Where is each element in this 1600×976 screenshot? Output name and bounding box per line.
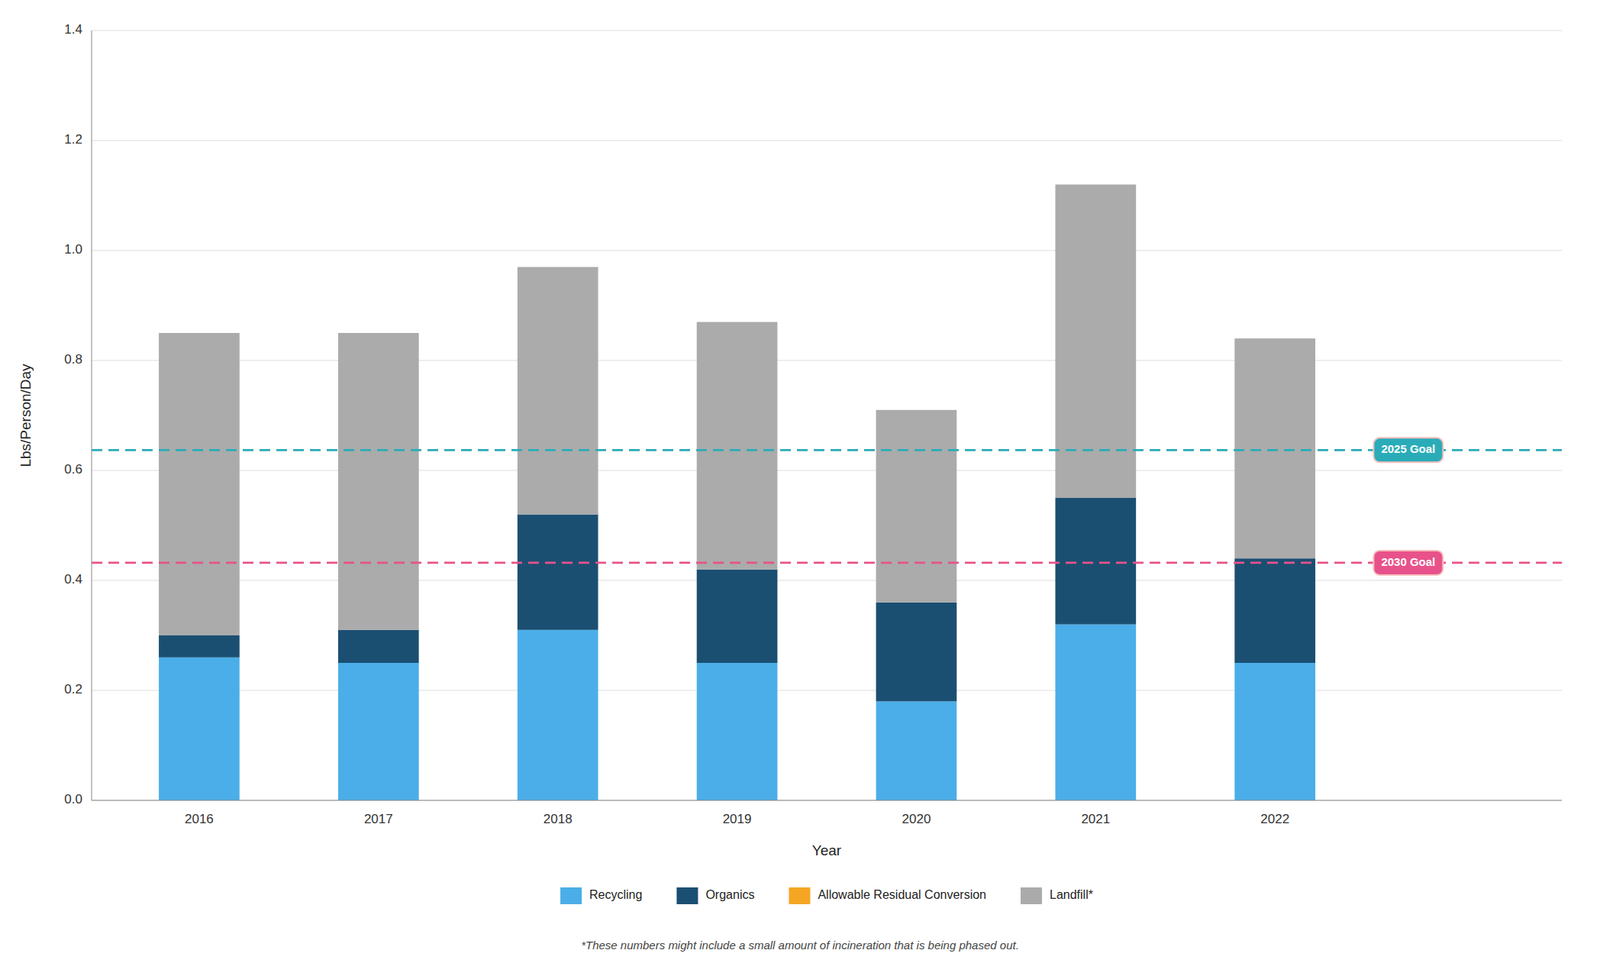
y-tick-label: 0.2 — [64, 681, 83, 697]
bar-segment — [517, 629, 599, 800]
x-axis-label: Year — [812, 841, 842, 859]
bar-segment — [876, 700, 958, 800]
grid-line — [91, 30, 1562, 32]
bar-segment — [876, 602, 958, 702]
bar-segment — [1234, 558, 1316, 663]
goal-label: 2030 Goal — [1380, 554, 1436, 568]
grid-line — [91, 470, 1562, 471]
grid-line — [91, 690, 1562, 691]
bar-segment — [1234, 338, 1316, 559]
footnote: *These numbers might include a small amo… — [580, 938, 1020, 952]
y-tick-label: 0.4 — [64, 571, 83, 587]
legend: Recycling Organics Allowable Residual Conv… — [560, 887, 1094, 904]
goal-badge — [1373, 437, 1443, 462]
bar-segment — [696, 662, 778, 800]
bar-segment — [517, 514, 599, 630]
x-tick-label: 2020 — [902, 811, 932, 826]
legend-label: Recycling — [589, 887, 642, 901]
goal-line — [91, 561, 1562, 565]
y-tick-label: 1.4 — [64, 22, 83, 37]
bar-segment — [517, 267, 599, 515]
bar-segment — [158, 657, 240, 800]
bar-segment — [1234, 662, 1316, 800]
legend-label: Organics — [705, 887, 755, 901]
bar-segment — [338, 332, 420, 630]
goal-label: 2025 Goal — [1380, 441, 1436, 455]
legend-label: Landfill* — [1049, 887, 1094, 901]
chart: 0.0 0.2 0.4 0.6 0.8 1.0 1.2 1.4 2016 2017 2018 2019… — [0, 0, 1600, 976]
bar-segment — [1054, 497, 1136, 625]
y-tick-label: 0.0 — [64, 791, 83, 807]
grid-line — [91, 140, 1562, 142]
grid-line — [91, 360, 1562, 362]
y-tick-label: 0.8 — [64, 351, 83, 367]
y-tick-label: 1.0 — [64, 241, 83, 257]
bar-segment — [696, 322, 778, 570]
goal-line — [91, 448, 1562, 452]
y-axis — [91, 30, 93, 800]
bar-segment — [158, 332, 240, 636]
bar-segment — [338, 662, 420, 800]
grid-line — [91, 580, 1562, 581]
x-tick-label: 2018 — [543, 811, 573, 826]
legend-swatch — [1020, 887, 1042, 904]
bar-segment — [158, 635, 240, 658]
bar-segment — [876, 409, 958, 603]
legend-swatch — [676, 887, 698, 904]
goal-badge — [1373, 550, 1443, 575]
legend-swatch — [788, 887, 810, 904]
y-tick-label: 0.6 — [64, 461, 83, 477]
bar-segment — [1054, 624, 1136, 800]
x-tick-label: 2019 — [722, 811, 752, 826]
bar-segment — [338, 629, 420, 663]
x-tick-label: 2017 — [364, 811, 394, 826]
grid-line — [91, 250, 1562, 252]
x-tick-label: 2016 — [184, 811, 214, 826]
y-axis-label: Lbs/Person/Day — [17, 363, 34, 468]
grid-line — [91, 800, 1562, 801]
bars — [158, 184, 1316, 800]
bar-segment — [696, 569, 778, 663]
y-tick-label: 1.2 — [64, 132, 83, 147]
legend-label: Allowable Residual Conversion — [817, 887, 987, 901]
x-axis — [91, 800, 1562, 801]
legend-swatch — [560, 887, 582, 904]
x-tick-label: 2022 — [1260, 811, 1290, 826]
x-tick-label: 2021 — [1080, 811, 1110, 826]
